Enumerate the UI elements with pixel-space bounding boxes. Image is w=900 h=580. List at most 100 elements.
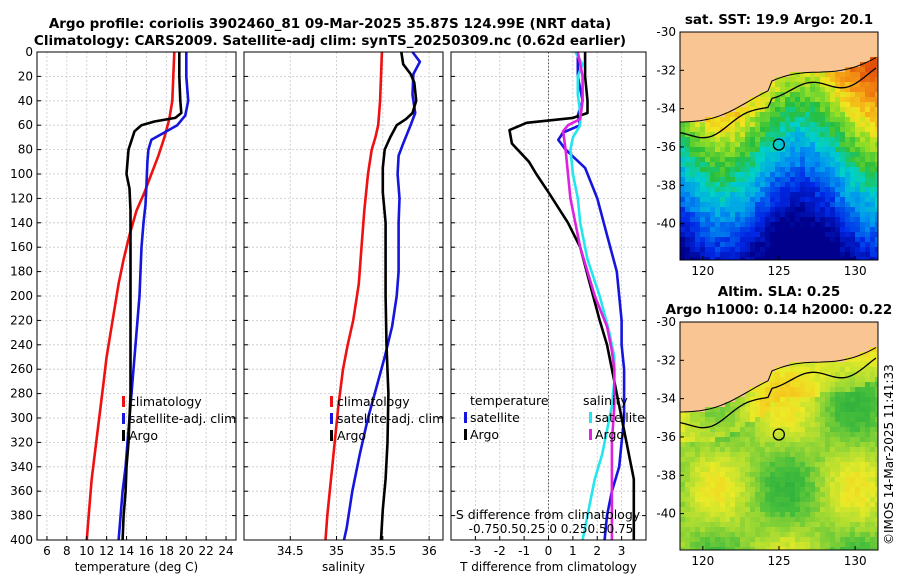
map-cell [730,207,736,213]
map-cell [730,532,736,538]
map-cell [840,252,846,258]
map-cell [875,352,878,358]
map-cell [710,517,716,523]
map-cell [875,247,878,253]
map-cell [715,212,721,218]
map-cell [810,547,816,550]
map-cell [755,422,761,428]
map-cell [760,442,766,448]
map-cell [715,407,721,413]
map-cell [735,142,741,148]
map-cell [695,217,701,223]
map-cell [840,162,846,168]
legend-label: satellite-adj. clim [337,411,444,426]
map-cell [830,332,836,338]
map-cell [780,402,786,408]
map-cell [715,192,721,198]
map-cell [845,417,851,423]
map-cell [870,377,876,383]
map-cell [715,72,721,78]
map-cell [695,107,701,113]
map-cell [765,117,771,123]
map-cell [745,107,751,113]
map-cell [780,247,786,253]
map-cell [770,187,776,193]
map-cell [705,127,711,133]
map-cell [785,527,791,533]
map-cell [685,87,691,93]
map-cell [855,107,861,113]
map-cell [810,187,816,193]
map-cell [760,57,766,63]
map-cell [790,352,796,358]
map-cell [720,137,726,143]
legend-swatch [589,429,592,440]
map-cell [820,472,826,478]
map-cell [725,87,731,93]
map-cell [810,77,816,83]
map-cell [855,342,861,348]
map-cell [835,162,841,168]
map-cell [740,487,746,493]
map-cell [700,242,706,248]
map-cell [795,412,801,418]
map-cell [715,462,721,468]
map-cell [820,352,826,358]
map-cell [750,487,756,493]
map-cell [870,112,876,118]
map-cell [770,162,776,168]
map-cell [800,62,806,68]
map-cell [760,237,766,243]
map-cell [700,192,706,198]
map-cell [710,227,716,233]
map-cell [810,192,816,198]
map-cell [695,227,701,233]
map-cell [785,142,791,148]
map-cell [760,147,766,153]
map-cell [725,332,731,338]
map-cell [780,232,786,238]
map-cell [855,382,861,388]
map-cell [765,332,771,338]
map-cell [695,147,701,153]
map-cell [800,442,806,448]
map-cell [820,127,826,133]
map-cell [690,222,696,228]
map-cell [795,192,801,198]
map-cell [760,327,766,333]
map-cell [830,347,836,353]
map-cell [875,347,878,353]
map-cell [715,102,721,108]
map-cell [790,382,796,388]
map-cell [735,502,741,508]
map-cell [785,192,791,198]
map-cell [825,112,831,118]
map-cell [840,447,846,453]
legend-label: climatology [129,394,202,409]
map-cell [680,442,686,448]
map-cell [855,392,861,398]
map-cell [810,442,816,448]
map-cell [810,437,816,443]
map-cell [800,412,806,418]
map-cell [690,407,696,413]
map-cell [685,167,691,173]
map-cell [820,337,826,343]
map-cell [850,347,856,353]
map-cell [855,207,861,213]
map-cell [805,342,811,348]
map-cell [800,107,806,113]
map-cell [755,92,761,98]
map-cell [690,47,696,53]
map-cell [820,132,826,138]
map-cell [760,37,766,43]
map-cell [865,137,871,143]
map-cell [845,502,851,508]
map-cell [845,347,851,353]
map-cell [725,72,731,78]
map-cell [845,107,851,113]
sst-map-title: sat. SST: 19.9 Argo: 20.1 [685,12,873,28]
map-cell [790,337,796,343]
map-cell [810,537,816,543]
map-cell [850,442,856,448]
